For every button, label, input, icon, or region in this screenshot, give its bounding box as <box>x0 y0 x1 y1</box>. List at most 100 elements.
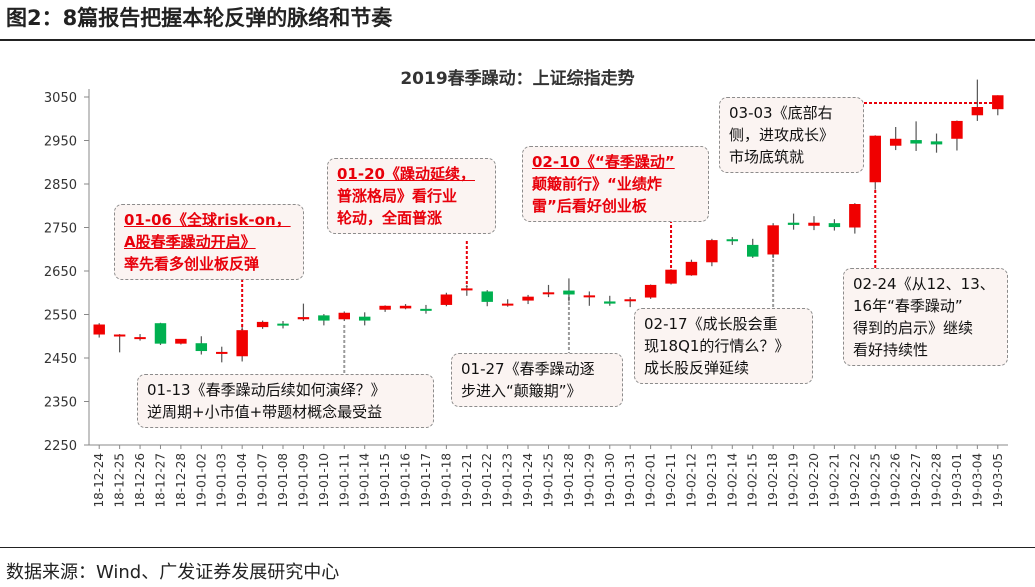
y-tick-label: 2650 <box>44 265 77 280</box>
annotation-line: 01-20《躁动延续， <box>337 165 475 183</box>
y-tick-label: 2850 <box>44 178 77 193</box>
x-tick-label: 19-01-21 <box>460 453 474 507</box>
annotation-line: 看好持续性 <box>853 341 929 359</box>
candle-body <box>93 324 105 335</box>
source-note: 数据来源：Wind、广发证券发展研究中心 <box>6 562 340 583</box>
candle-body <box>849 204 861 228</box>
candle-body <box>522 296 534 301</box>
annotation-0106: 01-06《全球risk-on， A股春季躁动开启》 率先看多创业板反弹 <box>114 204 304 280</box>
x-tick-label: 18-12-24 <box>92 453 106 507</box>
candle-body <box>747 244 759 257</box>
x-tick-label: 19-02-19 <box>787 453 801 507</box>
annotation-line: 02-24《从12、13、 <box>853 275 995 293</box>
annotation-0120: 01-20《躁动延续， 普涨格局》看行业 轮动，全面普涨 <box>327 158 496 234</box>
candle-body <box>869 135 881 183</box>
x-tick-label: 19-02-26 <box>889 453 903 507</box>
annotation-0224: 02-24《从12、13、 16年“春季躁动” 得到的启示》继续 看好持续性 <box>843 268 1008 366</box>
candle-body <box>971 107 984 116</box>
x-tick-label: 19-01-09 <box>296 453 310 507</box>
annotation-line: 颠簸前行》“业绩炸 <box>532 175 662 193</box>
y-tick-label: 3050 <box>44 91 77 106</box>
candle-body <box>134 337 146 340</box>
y-tick-label: 2450 <box>44 352 77 367</box>
candle-body <box>277 323 289 326</box>
x-tick-label: 19-02-20 <box>807 453 821 507</box>
candle-body <box>542 292 555 295</box>
candle-body <box>828 223 841 228</box>
x-tick-label: 19-02-01 <box>644 453 658 507</box>
candle-body <box>379 305 391 310</box>
x-tick-label: 19-03-01 <box>950 453 964 507</box>
x-tick-label: 19-02-15 <box>746 453 760 507</box>
candle-body <box>767 225 779 255</box>
x-tick-label: 19-02-13 <box>705 453 719 507</box>
annotation-line: 01-27《春季躁动逐 <box>461 360 595 378</box>
candle-body <box>256 321 269 328</box>
candle-body <box>563 290 575 295</box>
x-tick-label: 19-01-17 <box>419 453 433 507</box>
annotation-0303: 03-03《底部右 侧，进攻成长》 市场底筑就 <box>719 97 864 173</box>
annotation-0217: 02-17《成长股会重 现18Q1的行情么？》 成长股反弹延续 <box>634 308 813 384</box>
top-rule <box>0 39 1035 41</box>
annotation-0127: 01-27《春季躁动逐 步进入“颠簸期”》 <box>451 353 623 407</box>
annotation-line: 成长股反弹延续 <box>644 359 750 377</box>
candle-body <box>481 291 493 302</box>
candle-body <box>706 240 718 263</box>
x-tick-label: 19-01-18 <box>439 453 453 507</box>
candle-body <box>665 269 677 284</box>
x-tick-label: 19-02-28 <box>930 453 944 507</box>
annotation-line: A股春季躁动开启》 <box>124 233 256 251</box>
y-tick-label: 2950 <box>44 135 77 150</box>
figure-title: 图2：8篇报告把握本轮反弹的脉络和节奏 <box>6 6 393 30</box>
annotation-line: 02-10《“春季躁动” <box>532 153 675 171</box>
candle-body <box>685 261 698 276</box>
candle-body <box>154 323 167 344</box>
candle-body <box>583 295 596 298</box>
candle-body <box>624 299 636 302</box>
x-tick-label: 19-01-02 <box>194 453 208 507</box>
x-tick-label: 19-02-14 <box>725 453 739 507</box>
x-tick-label: 19-01-25 <box>542 453 556 507</box>
x-tick-label: 19-01-14 <box>358 453 372 507</box>
annotation-line: 16年“春季躁动” <box>853 297 963 315</box>
candle-body <box>236 330 248 357</box>
candle-body <box>440 294 453 305</box>
x-tick-label: 19-03-04 <box>970 453 984 507</box>
x-tick-label: 19-01-11 <box>337 453 351 507</box>
x-tick-label: 18-12-26 <box>133 453 147 507</box>
candle-body <box>910 140 922 144</box>
y-tick-label: 2550 <box>44 309 77 324</box>
candle-body <box>726 239 739 242</box>
x-tick-label: 19-01-03 <box>215 453 229 507</box>
annotation-line: 率先看多创业板反弹 <box>124 255 260 273</box>
annotation-line: 02-17《成长股会重 <box>644 315 778 333</box>
candle-body <box>338 312 350 320</box>
candle-body <box>358 316 371 321</box>
x-tick-label: 19-01-22 <box>480 453 494 507</box>
annotation-line: 现18Q1的行情么？》 <box>644 337 790 355</box>
x-tick-label: 19-01-15 <box>378 453 392 507</box>
x-tick-label: 18-12-25 <box>113 453 127 507</box>
x-tick-label: 19-01-31 <box>623 453 637 507</box>
candle-body <box>399 305 412 309</box>
x-tick-label: 19-02-18 <box>766 453 780 507</box>
x-tick-label: 19-02-12 <box>684 453 698 507</box>
x-tick-label: 19-01-29 <box>582 453 596 507</box>
x-tick-label: 19-03-05 <box>991 453 1005 507</box>
x-tick-label: 18-12-27 <box>153 453 167 507</box>
candle-body <box>195 343 208 352</box>
x-tick-label: 19-01-24 <box>521 453 535 507</box>
annotation-line: 步进入“颠簸期”》 <box>461 382 582 400</box>
candle-body <box>930 141 943 145</box>
candle-body <box>889 138 902 146</box>
chart-title: 2019春季躁动：上证综指走势 <box>400 69 635 89</box>
x-tick-label: 19-01-04 <box>235 453 249 507</box>
annotation-0113: 01-13《春季躁动后续如何演绎？》 逆周期+小市值+带题材概念最受益 <box>137 374 434 428</box>
candle-body <box>808 222 820 226</box>
candle-body <box>992 95 1004 110</box>
candle-body <box>420 308 432 311</box>
x-tick-label: 19-02-21 <box>827 453 841 507</box>
annotation-line: 03-03《底部右 <box>729 104 833 122</box>
annotation-line: 01-06《全球risk-on， <box>124 211 291 229</box>
x-tick-label: 19-01-10 <box>317 453 331 507</box>
